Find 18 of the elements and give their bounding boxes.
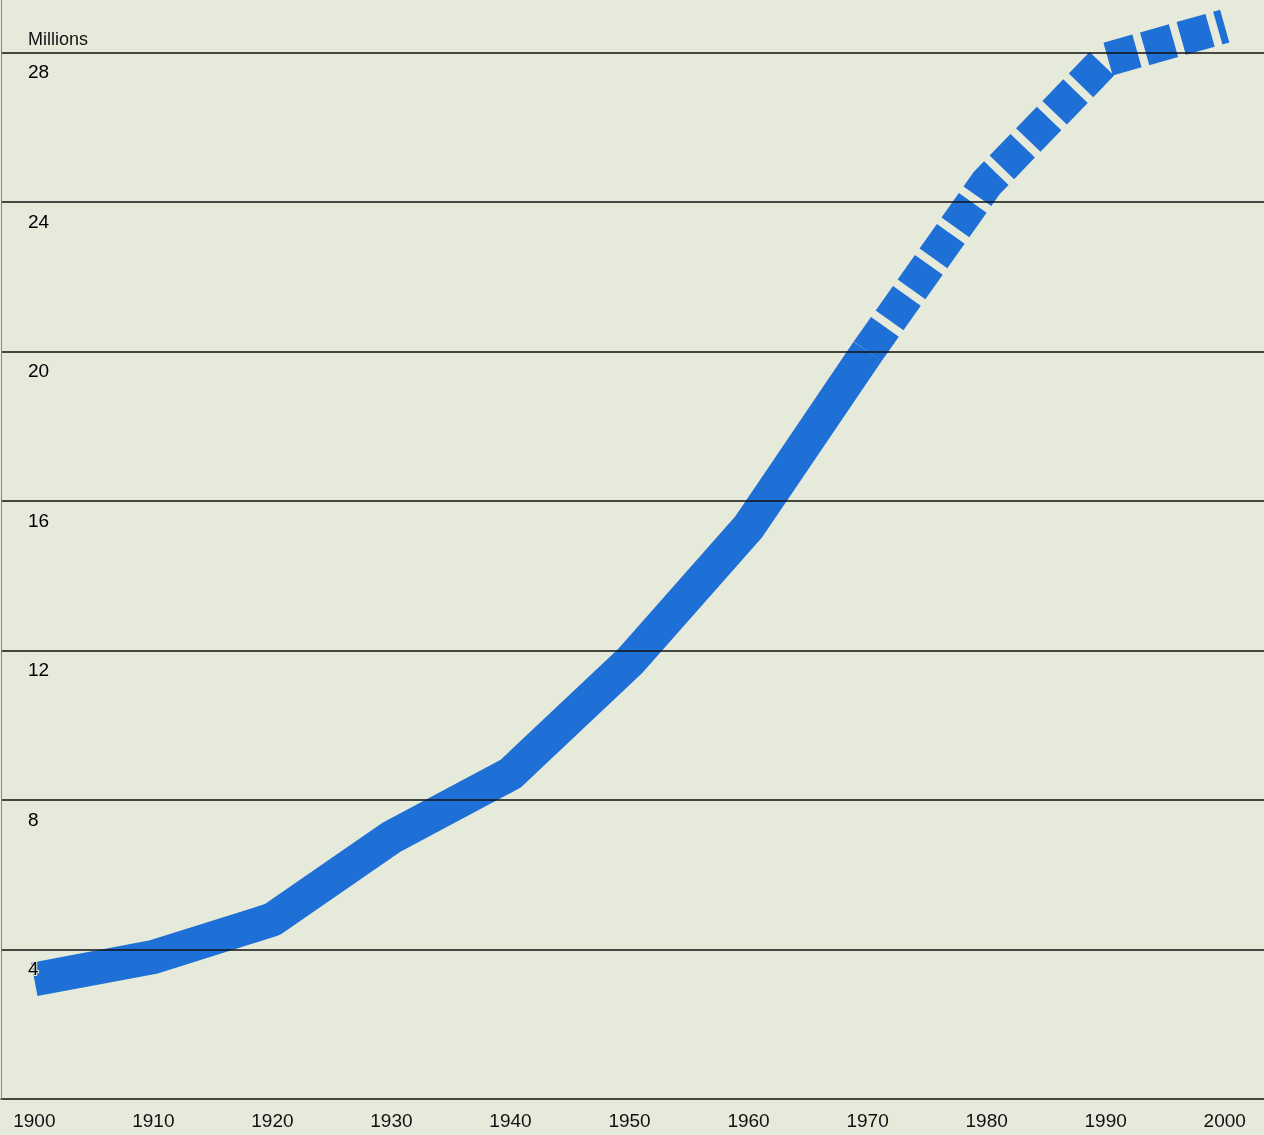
x-tick-label: 1970 bbox=[846, 1110, 889, 1131]
x-tick-label: 1950 bbox=[608, 1110, 651, 1131]
y-tick-label: 24 bbox=[28, 210, 50, 232]
y-tick-label: 28 bbox=[28, 61, 50, 83]
x-tick-label: 1900 bbox=[13, 1110, 56, 1131]
y-tick-label: 8 bbox=[28, 808, 39, 830]
x-tick-label: 1960 bbox=[727, 1110, 770, 1131]
y-tick-label: 12 bbox=[28, 659, 50, 681]
x-tick-label: 1920 bbox=[251, 1110, 294, 1131]
x-tick-label: 1910 bbox=[132, 1110, 175, 1131]
x-tick-label: 1980 bbox=[965, 1110, 1008, 1131]
x-tick-label: 1940 bbox=[489, 1110, 532, 1131]
x-tick-label: 1930 bbox=[370, 1110, 413, 1131]
x-tick-label: 1990 bbox=[1084, 1110, 1127, 1131]
x-tick-label: 2000 bbox=[1203, 1110, 1246, 1131]
y-axis-title: Millions bbox=[28, 29, 89, 49]
y-tick-label: 20 bbox=[28, 360, 50, 382]
y-tick-label: 16 bbox=[28, 509, 50, 531]
